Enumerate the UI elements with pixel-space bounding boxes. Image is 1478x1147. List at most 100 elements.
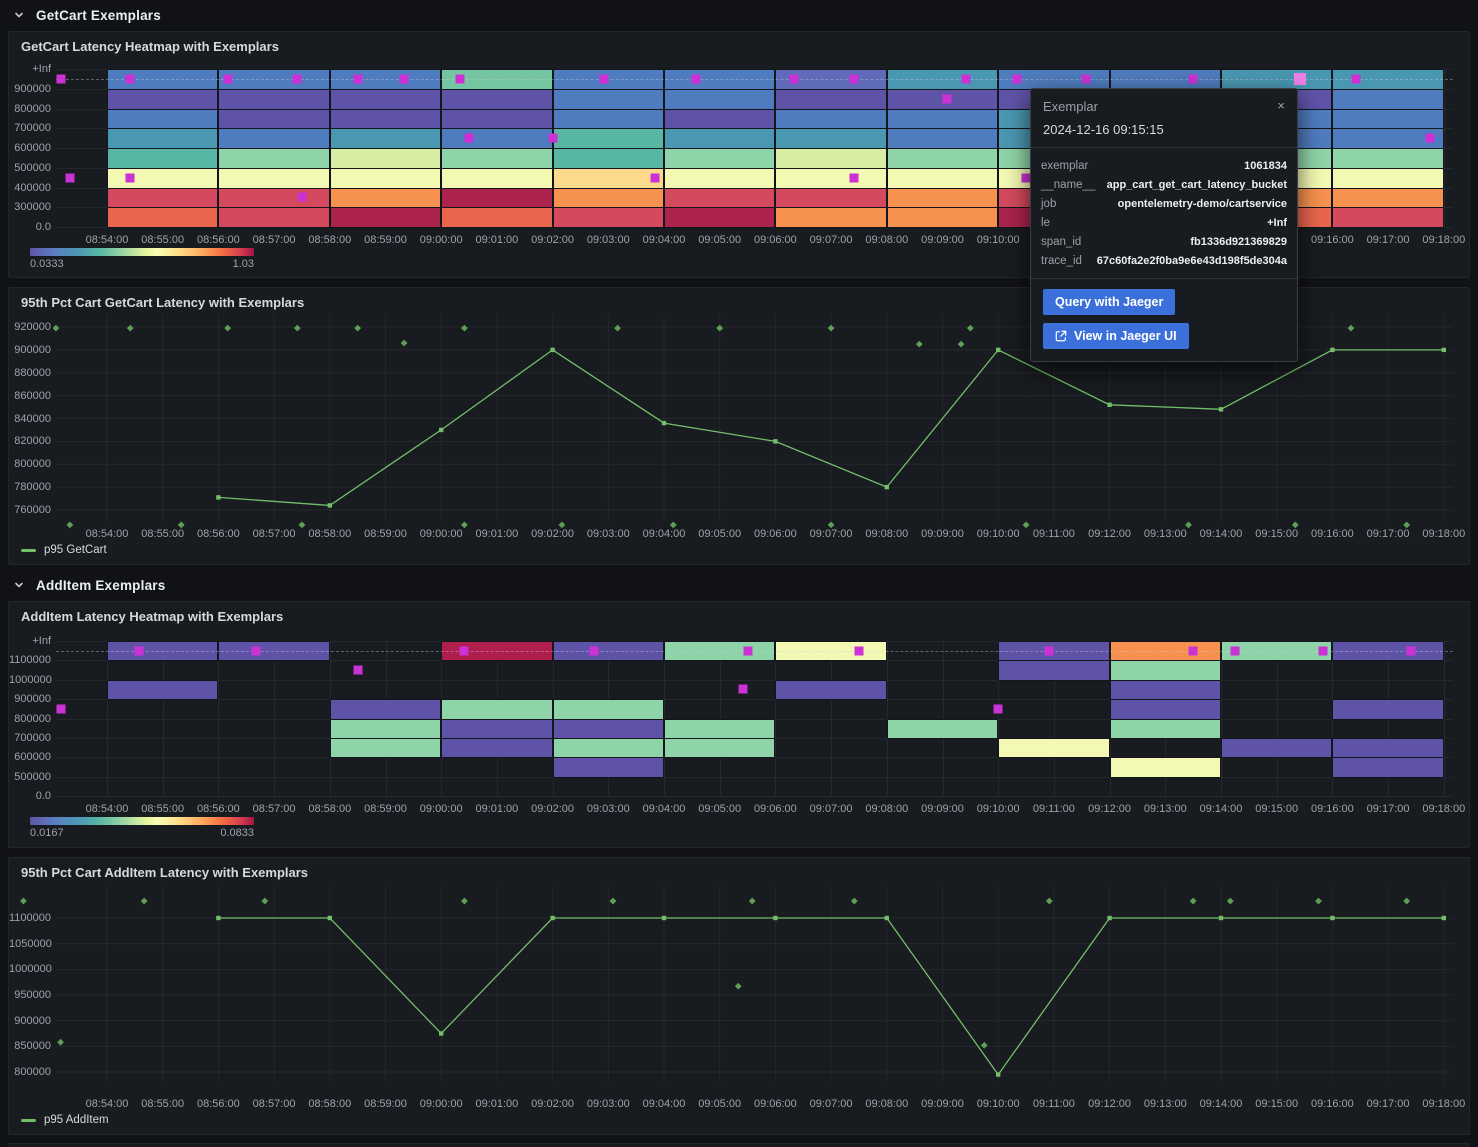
exemplar-marker[interactable] bbox=[353, 74, 363, 84]
exemplar-diamond[interactable] bbox=[957, 340, 965, 348]
data-point[interactable] bbox=[1218, 407, 1224, 412]
exemplar-marker[interactable] bbox=[353, 665, 363, 675]
data-point[interactable] bbox=[1107, 915, 1112, 921]
exemplar-diamond[interactable] bbox=[614, 324, 621, 332]
exemplar-marker[interactable] bbox=[251, 646, 261, 656]
exemplar-diamond[interactable] bbox=[669, 521, 677, 529]
exemplar-marker[interactable] bbox=[1012, 74, 1022, 84]
exemplar-marker[interactable] bbox=[1406, 646, 1416, 656]
data-point[interactable] bbox=[216, 915, 221, 921]
exemplar-marker[interactable] bbox=[1081, 74, 1091, 84]
panel-title-additem-heatmap[interactable]: AddItem Latency Heatmap with Exemplars bbox=[21, 609, 284, 624]
exemplar-diamond[interactable] bbox=[293, 324, 301, 332]
data-point[interactable] bbox=[1441, 915, 1446, 921]
exemplar-marker[interactable] bbox=[56, 704, 66, 714]
panel-title-additem-latency[interactable]: 95th Pct Cart AddItem Latency with Exemp… bbox=[21, 865, 309, 880]
exemplar-marker[interactable] bbox=[743, 646, 753, 656]
section-label-additem[interactable]: AddItem Exemplars bbox=[36, 577, 166, 593]
exemplar-marker[interactable] bbox=[1318, 646, 1328, 656]
data-point[interactable] bbox=[996, 1072, 1001, 1077]
data-point[interactable] bbox=[884, 915, 889, 921]
query-with-jaeger-button[interactable]: Query with Jaeger bbox=[1043, 289, 1176, 315]
exemplar-marker[interactable] bbox=[1021, 173, 1031, 183]
exemplar-marker[interactable] bbox=[125, 173, 135, 183]
exemplar-diamond[interactable] bbox=[716, 324, 724, 332]
data-point[interactable] bbox=[1107, 402, 1112, 407]
exemplar-marker[interactable] bbox=[455, 74, 465, 84]
data-point[interactable] bbox=[1330, 915, 1335, 921]
exemplar-marker[interactable] bbox=[1188, 74, 1198, 84]
panel-title-getcart-heatmap[interactable]: GetCart Latency Heatmap with Exemplars bbox=[21, 39, 279, 54]
exemplar-diamond[interactable] bbox=[57, 1038, 64, 1046]
data-point[interactable] bbox=[550, 915, 555, 921]
exemplar-marker[interactable] bbox=[738, 684, 748, 694]
exemplar-diamond[interactable] bbox=[827, 324, 835, 332]
exemplar-marker[interactable] bbox=[125, 74, 135, 84]
exemplar-marker[interactable] bbox=[691, 74, 701, 84]
exemplar-marker[interactable] bbox=[297, 192, 307, 202]
data-point[interactable] bbox=[1441, 347, 1446, 353]
panel-title-getcart-latency[interactable]: 95th Pct Cart GetCart Latency with Exemp… bbox=[21, 295, 305, 310]
exemplar-marker[interactable] bbox=[1044, 646, 1054, 656]
exemplar-diamond[interactable] bbox=[609, 897, 617, 905]
exemplar-marker[interactable] bbox=[399, 74, 409, 84]
close-icon[interactable]: × bbox=[1277, 98, 1285, 113]
exemplar-diamond[interactable] bbox=[1403, 897, 1411, 905]
exemplar-diamond[interactable] bbox=[140, 897, 148, 905]
exemplar-marker[interactable] bbox=[589, 646, 599, 656]
exemplar-diamond[interactable] bbox=[966, 324, 974, 332]
data-point[interactable] bbox=[661, 420, 667, 426]
exemplar-marker[interactable] bbox=[65, 173, 75, 183]
exemplar-diamond[interactable] bbox=[1403, 521, 1411, 529]
exemplar-diamond[interactable] bbox=[1315, 897, 1322, 905]
legend-p95-additem[interactable]: p95 AddItem bbox=[21, 1114, 109, 1126]
data-point[interactable] bbox=[996, 347, 1001, 353]
data-point[interactable] bbox=[327, 915, 332, 921]
exemplar-diamond[interactable] bbox=[1291, 521, 1299, 529]
exemplar-diamond[interactable] bbox=[400, 339, 408, 347]
data-point[interactable] bbox=[327, 503, 332, 508]
exemplar-diamond[interactable] bbox=[915, 340, 923, 348]
exemplar-diamond[interactable] bbox=[298, 521, 306, 529]
exemplar-diamond[interactable] bbox=[66, 521, 74, 529]
section-label-getcart[interactable]: GetCart Exemplars bbox=[36, 7, 161, 23]
data-point[interactable] bbox=[773, 915, 778, 921]
exemplar-diamond[interactable] bbox=[354, 324, 362, 332]
exemplar-diamond[interactable] bbox=[1189, 897, 1197, 905]
exemplar-diamond[interactable] bbox=[177, 521, 185, 529]
data-point[interactable] bbox=[439, 427, 444, 433]
exemplar-diamond[interactable] bbox=[461, 324, 468, 332]
exemplar-marker[interactable] bbox=[961, 74, 971, 84]
exemplar-diamond[interactable] bbox=[20, 897, 27, 905]
exemplar-marker[interactable] bbox=[548, 133, 558, 143]
exemplar-diamond[interactable] bbox=[1022, 521, 1030, 529]
exemplar-diamond[interactable] bbox=[748, 897, 756, 905]
exemplar-diamond[interactable] bbox=[558, 521, 566, 529]
view-in-jaeger-button[interactable]: View in Jaeger UI bbox=[1043, 323, 1189, 349]
exemplar-diamond[interactable] bbox=[734, 982, 742, 990]
data-point[interactable] bbox=[884, 484, 889, 490]
data-point[interactable] bbox=[773, 439, 778, 444]
data-point[interactable] bbox=[1330, 347, 1335, 353]
exemplar-marker[interactable] bbox=[134, 646, 144, 656]
exemplar-marker[interactable] bbox=[1230, 646, 1240, 656]
exemplar-marker[interactable] bbox=[223, 74, 233, 84]
exemplar-diamond[interactable] bbox=[1045, 897, 1053, 905]
exemplar-marker[interactable] bbox=[464, 133, 474, 143]
exemplar-diamond[interactable] bbox=[1226, 897, 1234, 905]
exemplar-marker[interactable] bbox=[1351, 74, 1361, 84]
exemplar-diamond[interactable] bbox=[52, 324, 60, 332]
exemplar-diamond[interactable] bbox=[126, 324, 134, 332]
exemplar-diamond[interactable] bbox=[461, 897, 468, 905]
exemplar-marker[interactable] bbox=[56, 74, 66, 84]
exemplar-diamond[interactable] bbox=[461, 521, 468, 529]
data-point[interactable] bbox=[661, 915, 667, 921]
exemplar-diamond[interactable] bbox=[1185, 521, 1192, 529]
exemplar-marker[interactable] bbox=[650, 173, 660, 183]
exemplar-marker[interactable] bbox=[292, 74, 302, 84]
exemplar-marker[interactable] bbox=[854, 646, 864, 656]
data-point[interactable] bbox=[216, 495, 221, 500]
exemplar-marker[interactable] bbox=[459, 646, 469, 656]
exemplar-diamond[interactable] bbox=[1347, 324, 1355, 332]
chevron-down-icon[interactable] bbox=[12, 8, 26, 22]
